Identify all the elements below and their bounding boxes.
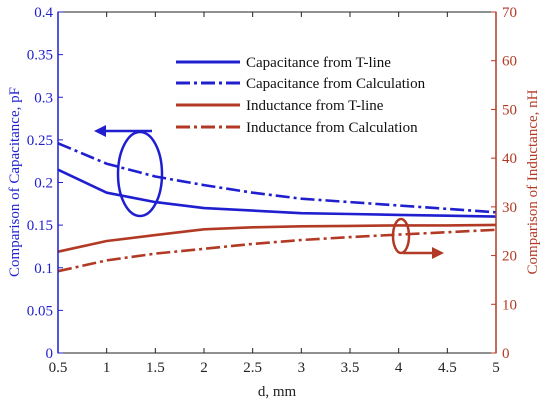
y-left-tick-label: 0.35 xyxy=(27,48,53,64)
y-left-tick-label: 0.2 xyxy=(34,176,53,192)
y-right-tick-label: 40 xyxy=(502,151,517,167)
x-axis-label: d, mm xyxy=(258,384,297,400)
series-layer xyxy=(57,142,497,273)
legend-label-ind-tline: Inductance from T-line xyxy=(246,98,384,114)
x-tick-label: 1.5 xyxy=(146,360,165,376)
series-line-1 xyxy=(57,142,497,214)
x-tick-label: 3.5 xyxy=(341,360,360,376)
y-right-tick-label: 10 xyxy=(502,297,517,313)
legend-label-ind-calc: Inductance from Calculation xyxy=(246,120,418,136)
y-left-tick-label: 0.15 xyxy=(27,218,53,234)
y-left-tick-label: 0.3 xyxy=(34,90,53,106)
legend: Capacitance from T-line Capacitance from… xyxy=(176,55,426,136)
inductance-arrow-head xyxy=(432,247,444,259)
y-right-tick-label: 60 xyxy=(502,54,517,70)
plot-area xyxy=(57,11,497,354)
y-right-tick-label: 70 xyxy=(502,5,517,21)
y-axis-left-label: Comparison of Capacitance, pF xyxy=(7,87,23,277)
x-tick-label: 0.5 xyxy=(49,360,68,376)
x-tick-label: 4 xyxy=(395,360,403,376)
capacitance-axis-marker xyxy=(94,125,164,218)
y-left-tick-label: 0 xyxy=(46,346,54,362)
x-tick-label: 5 xyxy=(492,360,500,376)
axis-layer: 0.5 1 1.5 2 2.5 3 3.5 4 4.5 500.050.10.150.20.250… xyxy=(27,5,517,376)
y-right-tick-label: 20 xyxy=(502,249,517,265)
series-line-2 xyxy=(57,223,497,253)
capacitance-arrow-head xyxy=(94,125,106,137)
y-left-tick-label: 0.25 xyxy=(27,133,53,149)
x-tick-label: 2 xyxy=(200,360,208,376)
x-tick-label: 1 xyxy=(103,360,111,376)
y-left-tick-label: 0.1 xyxy=(34,261,53,277)
y-right-tick-label: 30 xyxy=(502,200,517,216)
inductance-axis-marker xyxy=(391,217,444,259)
y-right-tick-label: 0 xyxy=(502,346,510,362)
legend-label-cap-calc: Capacitance from Calculation xyxy=(246,76,426,92)
y-right-tick-label: 50 xyxy=(502,102,517,118)
series-line-0 xyxy=(57,168,497,218)
y-left-tick-label: 0.4 xyxy=(34,5,53,21)
x-tick-label: 2.5 xyxy=(243,360,262,376)
x-tick-label: 4.5 xyxy=(438,360,457,376)
y-left-tick-label: 0.05 xyxy=(27,303,53,319)
inductance-ellipse xyxy=(391,217,411,255)
x-tick-label: 3 xyxy=(298,360,306,376)
y-axis-right-label: Comparison of Inductance, nH xyxy=(525,89,541,274)
legend-label-cap-tline: Capacitance from T-line xyxy=(246,55,391,71)
